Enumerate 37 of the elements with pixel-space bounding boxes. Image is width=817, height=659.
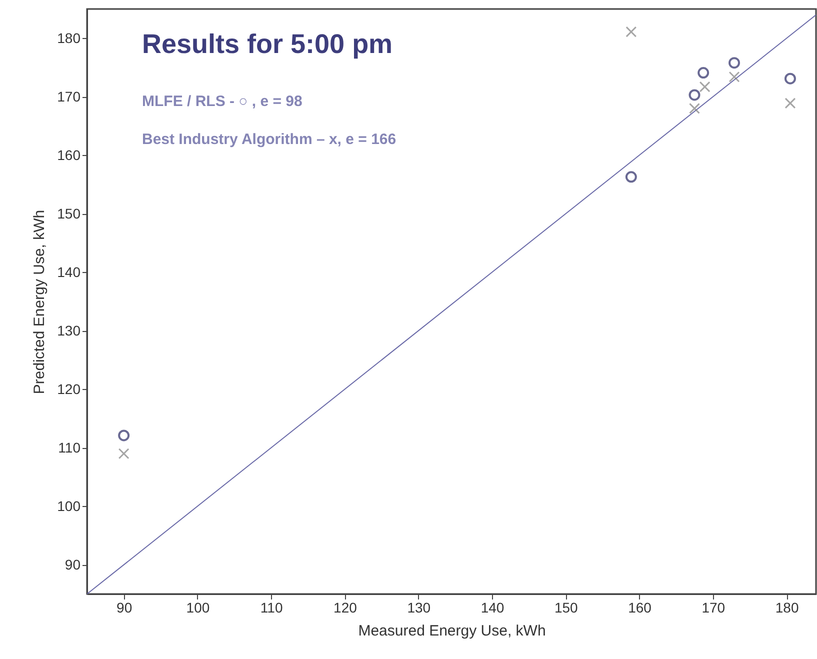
y-tick-label: 130 <box>57 322 81 338</box>
point <box>698 67 710 78</box>
point <box>728 57 740 69</box>
point <box>784 98 796 109</box>
x-tick-label: 130 <box>407 600 431 616</box>
y-tick-label: 110 <box>58 439 81 456</box>
x-axis-title: Measured Energy Use, kWh <box>358 622 546 640</box>
y-axis-title: Predicted Energy Use, kWh <box>31 210 48 394</box>
y-tick-label: 140 <box>57 264 81 280</box>
x-tick-label: 170 <box>702 600 726 616</box>
point <box>118 448 130 460</box>
x-tick-label: 100 <box>186 600 210 616</box>
y-tick-label: 120 <box>57 380 81 397</box>
point <box>728 71 740 82</box>
x-tick-label: 180 <box>775 600 799 616</box>
point <box>625 171 637 183</box>
y-tick-label: 150 <box>57 205 81 222</box>
annotation: Best Industry Algorithm – x, e = 166 <box>142 131 396 148</box>
y-tick-label: 160 <box>57 146 81 163</box>
x-tick-label: 150 <box>554 600 578 616</box>
y-tick-label: 90 <box>64 556 81 572</box>
x-tick-label: 160 <box>628 600 652 616</box>
y-tick-label: 170 <box>57 88 81 104</box>
point <box>699 81 710 92</box>
x-tick-label: 140 <box>480 600 504 616</box>
point <box>689 102 700 114</box>
x-tick-label: 110 <box>260 600 283 616</box>
y-tick-label: 180 <box>57 30 81 46</box>
point <box>626 26 637 38</box>
x-tick-label: 90 <box>116 600 132 616</box>
y-tick-label: 100 <box>57 498 81 514</box>
point <box>688 89 700 101</box>
point <box>118 430 130 442</box>
annotation: MLFE / RLS - ○ , e = 98 <box>142 93 302 110</box>
point <box>784 72 796 84</box>
text: Results for 5:00 pm <box>142 29 393 59</box>
x-tick-label: 120 <box>334 600 358 616</box>
